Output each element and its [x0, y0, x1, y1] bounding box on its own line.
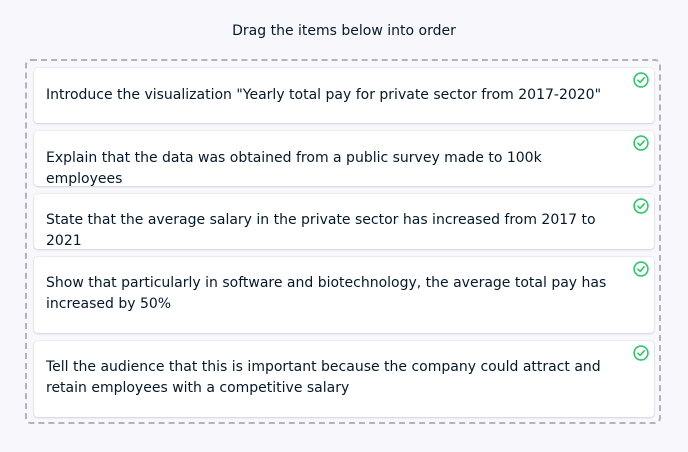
- draggable-item-2[interactable]: Explain that the data was obtained from …: [34, 131, 654, 187]
- check-circle-icon: [633, 345, 649, 361]
- item-text: State that the average salary in the pri…: [46, 212, 596, 249]
- draggable-item-3[interactable]: State that the average salary in the pri…: [34, 194, 654, 249]
- drop-zone: [25, 59, 661, 424]
- draggable-item-4[interactable]: Show that particularly in software and b…: [34, 257, 654, 333]
- item-text: Show that particularly in software and b…: [46, 275, 607, 312]
- check-circle-icon: [633, 198, 649, 214]
- draggable-item-1[interactable]: Introduce the visualization "Yearly tota…: [34, 68, 654, 123]
- item-text: Introduce the visualization "Yearly tota…: [46, 87, 602, 103]
- check-circle-icon: [633, 135, 649, 151]
- item-text: Explain that the data was obtained from …: [46, 150, 542, 187]
- check-circle-icon: [633, 72, 649, 88]
- item-text: Tell the audience that this is important…: [46, 359, 601, 396]
- draggable-item-5[interactable]: Tell the audience that this is important…: [34, 341, 654, 417]
- check-circle-icon: [633, 261, 649, 277]
- instruction-text: Drag the items below into order: [232, 23, 456, 39]
